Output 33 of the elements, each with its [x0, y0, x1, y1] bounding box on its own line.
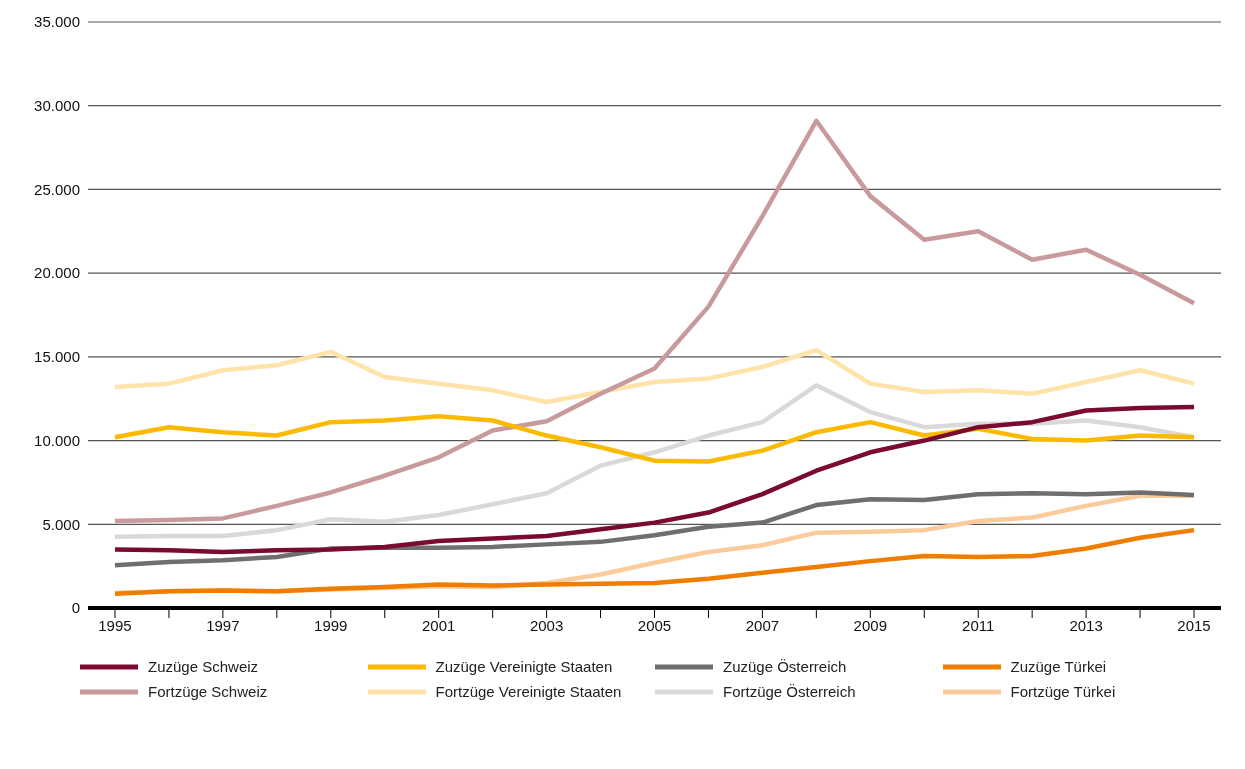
x-tick-label: 2003 — [529, 616, 564, 634]
x-tick-label: 2015 — [1177, 616, 1211, 634]
legend-label: Fortzüge Türkei — [1010, 683, 1116, 700]
y-tick-label: 25.000 — [34, 180, 80, 198]
y-tick-label: 5.000 — [42, 515, 80, 533]
y-tick-label: 35.000 — [34, 13, 80, 31]
legend-label: Zuzüge Vereinigte Staaten — [435, 658, 613, 675]
legend-label: Fortzüge Schweiz — [148, 683, 268, 700]
x-tick-label: 1997 — [206, 616, 240, 634]
x-tick-label: 2009 — [853, 616, 887, 634]
x-tick-label: 2005 — [637, 616, 672, 634]
y-tick-label: 20.000 — [34, 264, 80, 282]
legend-label: Zuzüge Schweiz — [148, 658, 259, 675]
y-tick-label: 0 — [71, 599, 80, 617]
x-tick-label: 2001 — [422, 616, 456, 634]
line-series — [112, 527, 1197, 597]
legend-label: Fortzüge Vereinigte Staaten — [435, 683, 622, 700]
y-tick-label: 10.000 — [34, 431, 80, 449]
x-tick-label: 2007 — [745, 616, 780, 634]
line-series — [112, 490, 1197, 568]
x-tick-label: 2013 — [1069, 616, 1103, 634]
x-tick-label: 2011 — [962, 616, 995, 634]
y-tick-label: 15.000 — [34, 348, 80, 366]
line-series — [112, 404, 1197, 555]
line-series — [112, 414, 1197, 464]
legend-label: Fortzüge Österreich — [723, 683, 856, 700]
x-tick-label: 1999 — [314, 616, 348, 634]
x-tick-label: 1995 — [98, 616, 132, 634]
legend-label: Zuzüge Türkei — [1010, 658, 1107, 675]
line-series — [112, 347, 1197, 405]
line-series — [112, 118, 1197, 524]
y-tick-label: 30.000 — [34, 97, 80, 115]
legend-label: Zuzüge Österreich — [723, 658, 847, 675]
